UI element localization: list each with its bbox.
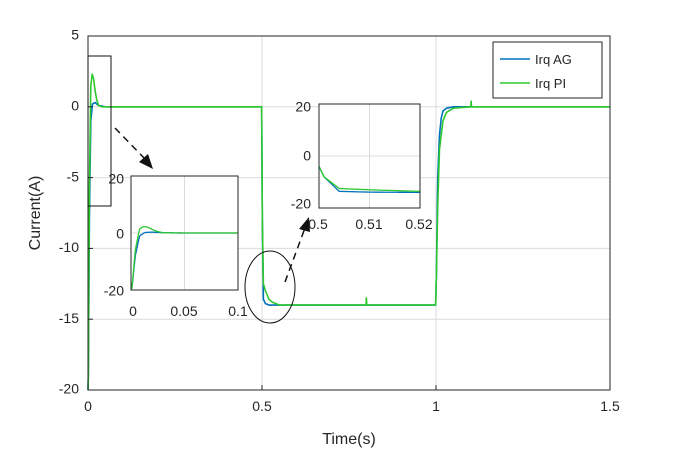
series-line-irq-pi (87, 73, 610, 391)
inset-2-xtick-051: 0.51 (355, 216, 382, 232)
zoom-box-start (87, 55, 112, 207)
plot-frame (87, 35, 611, 391)
inset-2-line-irq-pi (319, 166, 420, 193)
inset-2-grid (319, 104, 420, 208)
inset-1-xtick-01: 0.1 (228, 303, 248, 319)
y-tick-label: 5 (71, 27, 79, 43)
inset-2-ytick-0: 0 (303, 148, 311, 164)
x-tick-label: 0 (84, 398, 92, 414)
inset-step-transient: 20 0 -20 0.5 0.51 0.52 (291, 99, 433, 232)
inset-1-ytick-0: 0 (116, 226, 124, 242)
x-axis-ticks: 0 0.5 1 1.5 (84, 385, 620, 414)
inset-1-xtick-005: 0.05 (170, 303, 197, 319)
y-tick-label: -10 (59, 239, 79, 255)
inset-1-ytick-neg20: -20 (104, 283, 124, 299)
inset-2-xtick-052: 0.52 (405, 216, 432, 232)
inset-1-ytick-20: 20 (108, 171, 124, 187)
legend-label-irq-pi: Irq PI (535, 76, 566, 91)
legend: Irq AG Irq PI (492, 41, 603, 99)
y-axis-ticks: 5 0 -5 -10 -15 -20 (59, 27, 93, 397)
inset-2-ytick-neg20: -20 (291, 196, 311, 212)
inset-2-frame (318, 103, 421, 209)
x-tick-label: 1.5 (600, 398, 620, 414)
inset-2-xtick-05: 0.5 (308, 216, 328, 232)
x-tick-label: 0.5 (252, 398, 272, 414)
y-axis-label: Current(A) (27, 176, 44, 251)
x-tick-label: 1 (432, 398, 440, 414)
zoom-ellipse-step (244, 250, 296, 324)
main-series-lines (87, 73, 610, 391)
zoom-arrow-2-head (299, 217, 310, 232)
inset-2-ytick-20: 20 (295, 99, 311, 115)
x-axis-label: Time(s) (322, 431, 376, 448)
inset-2-line-irq-ag (319, 166, 420, 194)
zoom-arrow-1-shaft (114, 127, 147, 161)
inset-1-line-irq-pi (131, 225, 238, 290)
zoom-arrow-2-shaft (284, 227, 306, 283)
inset-2-lines (319, 166, 420, 194)
inset-start-transient: 20 0 -20 0 0.05 0.1 (104, 171, 248, 319)
inset-1-frame (130, 175, 239, 291)
inset-1-xtick-0: 0 (129, 303, 137, 319)
zoom-arrow-1-head (139, 154, 153, 169)
legend-label-irq-ag: Irq AG (535, 52, 572, 67)
y-tick-label: 0 (71, 98, 79, 114)
y-tick-label: -5 (67, 168, 80, 184)
y-tick-label: -15 (59, 310, 79, 326)
legend-box (492, 41, 603, 99)
y-tick-label: -20 (59, 381, 79, 397)
inset-1-lines (131, 225, 238, 290)
